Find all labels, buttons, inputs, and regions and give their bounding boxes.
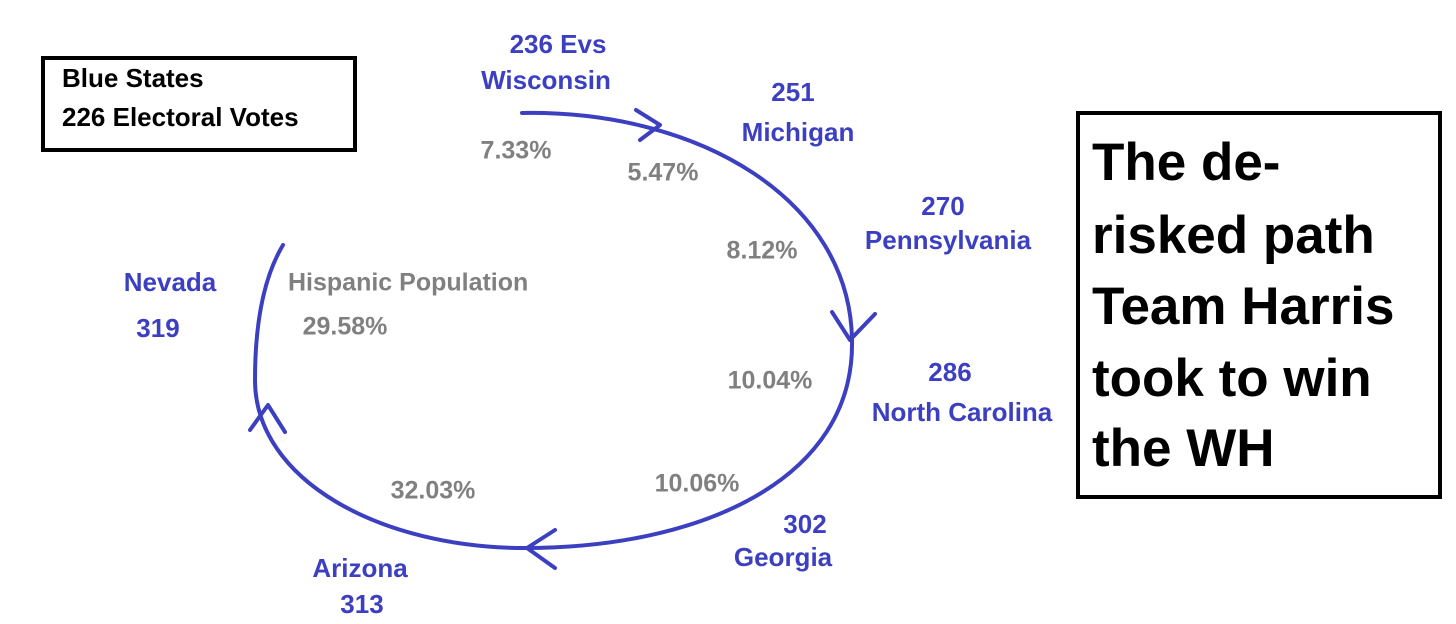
headline-line: The de- xyxy=(1092,133,1280,192)
state-votes: 270 xyxy=(921,191,964,221)
cycle-arrow xyxy=(248,108,877,570)
cycle-path xyxy=(253,110,855,550)
arrowhead xyxy=(525,528,557,570)
headline-line: Team Harris xyxy=(1092,277,1394,336)
state-name: Michigan xyxy=(742,117,855,147)
state-share: 8.12% xyxy=(727,237,798,265)
headline-line: the WH xyxy=(1092,419,1275,478)
arrowhead xyxy=(830,310,877,342)
state-votes: 236 Evs xyxy=(510,29,607,59)
arrowhead xyxy=(634,108,662,142)
state-share: 10.06% xyxy=(655,470,740,498)
state-votes: 302 xyxy=(783,509,826,539)
center-label: Hispanic Population xyxy=(288,269,528,297)
center-share: 29.58% xyxy=(303,313,388,341)
legend-line: 226 Electoral Votes xyxy=(62,102,299,132)
state-name: North Carolina xyxy=(872,397,1053,427)
state-share: 7.33% xyxy=(481,137,552,165)
state-name: Wisconsin xyxy=(481,65,611,95)
state-name: Nevada xyxy=(124,267,217,297)
state-name: Pennsylvania xyxy=(865,225,1032,255)
state-votes: 313 xyxy=(340,589,383,619)
state-share: 32.03% xyxy=(391,477,476,505)
legend-box xyxy=(41,56,357,152)
legend-line: Blue States xyxy=(62,63,204,93)
state-name: Georgia xyxy=(734,542,833,572)
headline-line: took to win xyxy=(1092,349,1372,408)
state-votes: 319 xyxy=(136,313,179,343)
state-votes: 251 xyxy=(771,77,814,107)
state-name: Arizona xyxy=(312,553,408,583)
headline-line: risked path xyxy=(1092,206,1375,265)
state-share: 5.47% xyxy=(628,159,699,187)
state-share: 10.04% xyxy=(728,367,813,395)
arrowhead xyxy=(248,403,287,434)
state-votes: 286 xyxy=(928,357,971,387)
headline-box xyxy=(1076,111,1442,499)
